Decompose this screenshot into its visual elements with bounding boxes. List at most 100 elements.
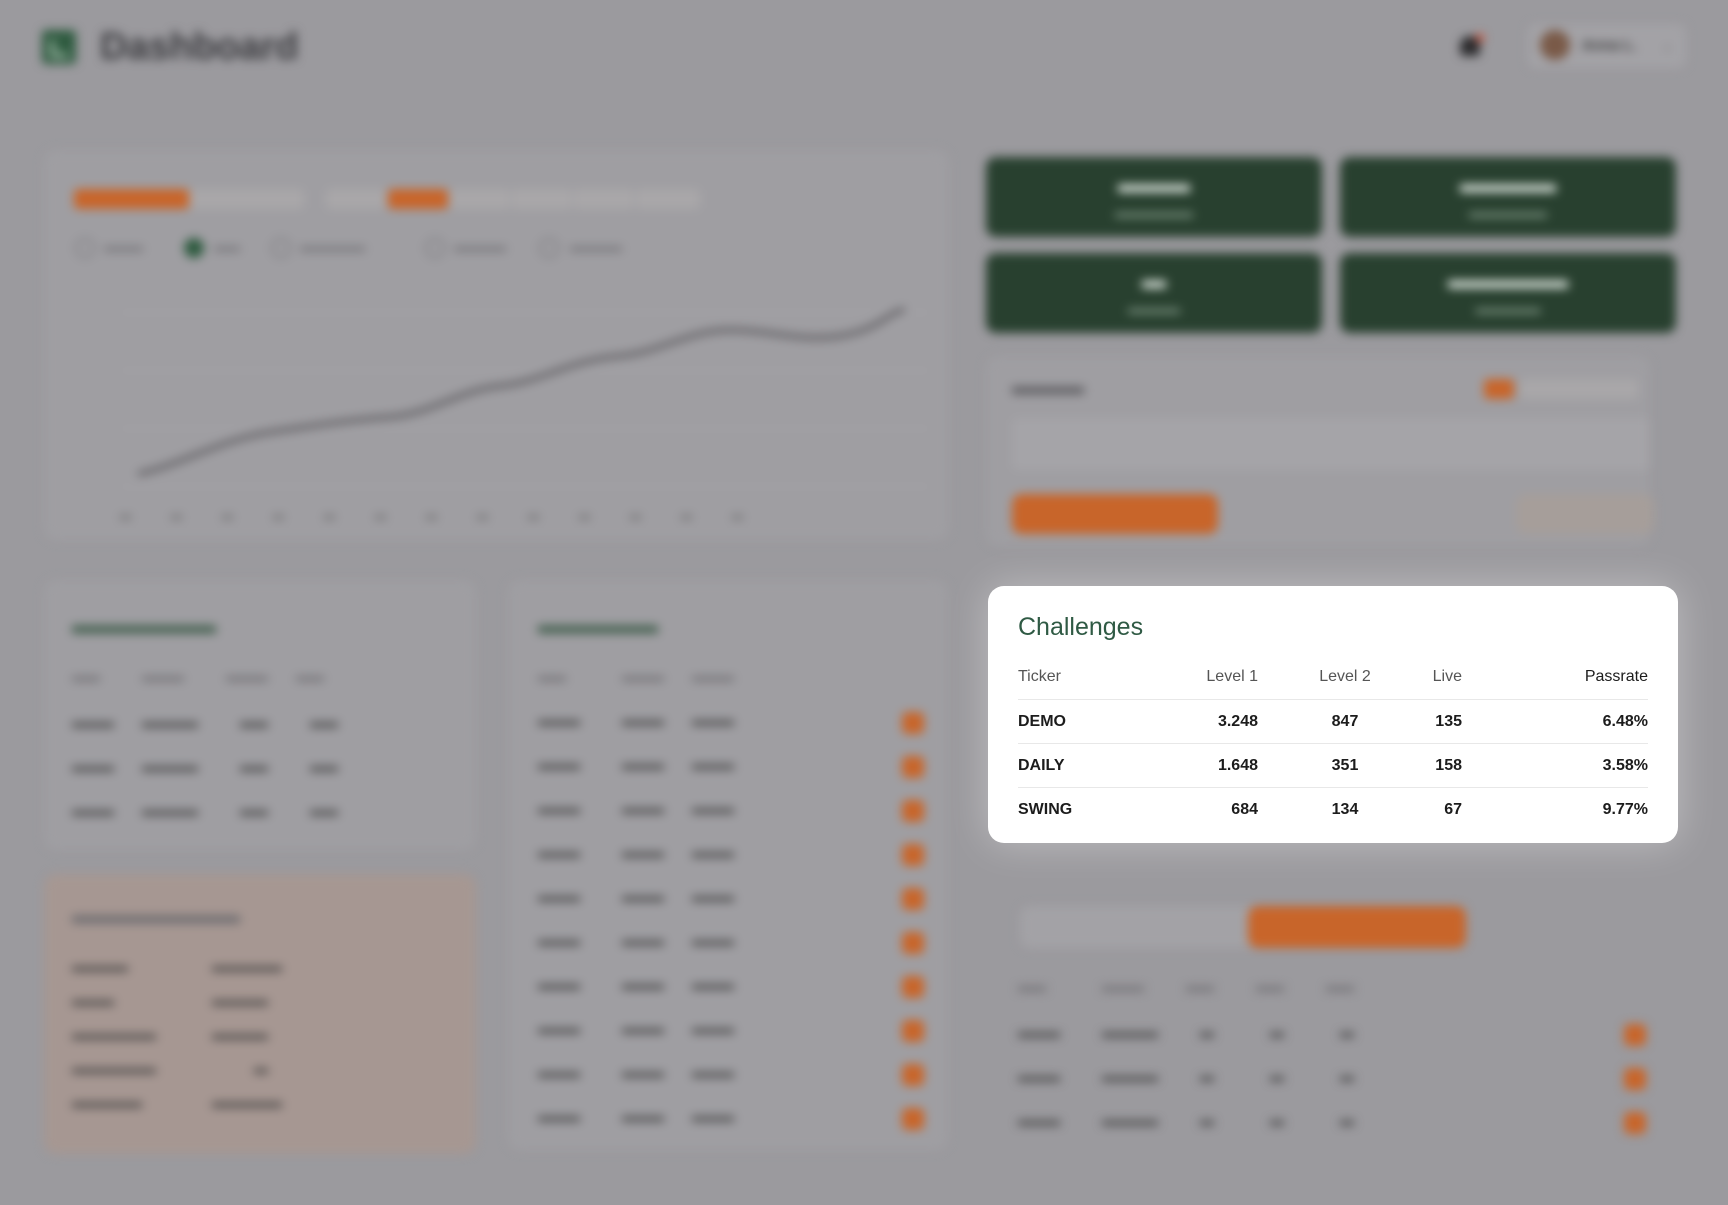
table-row: SWING 684 134 67 9.77%: [1018, 787, 1648, 832]
page-title: Dashboard: [100, 26, 299, 68]
series-label: ▬▬: [214, 239, 240, 254]
live-cell: 158: [1435, 757, 1462, 774]
range-tab[interactable]: [574, 189, 634, 209]
bell-icon[interactable]: [1460, 36, 1480, 56]
range-tab[interactable]: [636, 189, 700, 209]
series-checkbox[interactable]: [75, 238, 95, 258]
passrate-cell: 6.48%: [1602, 713, 1648, 730]
grid-line: [120, 486, 930, 487]
row-action-button[interactable]: [902, 756, 924, 778]
dashboard-logo-icon: [42, 30, 76, 64]
range-tab-active[interactable]: [388, 189, 448, 209]
kpi-tile: ▬ ▬▬▬▬: [986, 253, 1322, 333]
column-header-live: Live: [1432, 668, 1462, 685]
notes-page-active[interactable]: [1484, 379, 1514, 399]
liquidity-provider-title: ▬▬▬▬▬▬▬: [72, 902, 240, 929]
series-checkbox[interactable]: [271, 238, 291, 258]
range-tab[interactable]: [512, 189, 572, 209]
level2-cell: 847: [1331, 713, 1359, 730]
series-label: ▬▬▬: [104, 239, 143, 254]
level1-cell: 1.648: [1217, 757, 1258, 774]
column-header-level-2: Level 2: [1319, 668, 1371, 685]
column-header-ticker: Ticker: [1018, 668, 1061, 685]
x-axis-ticks: ▬▬▬▬▬▬▬▬▬▬▬▬▬: [120, 510, 783, 522]
row-action-button[interactable]: [1624, 1024, 1646, 1046]
level1-cell: 3.248: [1217, 713, 1258, 730]
lp-row: ▬▬▬ ▬▬▬▬: [72, 992, 268, 1008]
row-action-button[interactable]: [902, 1020, 924, 1042]
user-name: Anna L.: [1582, 37, 1637, 54]
kpi-tile: ▬▬▬▬▬▬▬▬▬▬: [1340, 253, 1676, 333]
table-row: ▬▬▬ ▬▬▬▬ ▬ ▬ ▬: [1018, 1068, 1354, 1084]
row-action-button[interactable]: [902, 932, 924, 954]
ticker-cell: DEMO: [1018, 713, 1066, 730]
series-checkbox-checked[interactable]: [184, 238, 204, 258]
lp-row: ▬▬▬▬▬▬ ▬: [72, 1060, 268, 1076]
challenges-card: Challenges Ticker Level 1 Level 2 Live P…: [988, 586, 1678, 843]
column-header-level-1: Level 1: [1206, 668, 1258, 685]
chart-panel: [44, 150, 949, 540]
lp-row: ▬▬▬▬▬▬ ▬▬▬▬: [72, 1026, 268, 1042]
series-label: ▬▬▬▬▬: [300, 239, 365, 254]
notes-textarea[interactable]: [1012, 418, 1650, 470]
row-action-button[interactable]: [902, 800, 924, 822]
table-row: ▬▬▬ ▬▬▬▬ ▬ ▬ ▬: [1018, 1112, 1354, 1128]
kpi-tile: ▬▬▬ ▬▬▬▬▬▬: [986, 157, 1322, 237]
chart-tab[interactable]: [189, 189, 304, 209]
series-checkbox[interactable]: [539, 238, 559, 258]
row-action-button[interactable]: [902, 1064, 924, 1086]
row-action-button[interactable]: [902, 844, 924, 866]
series-label: ▬▬▬▬: [454, 239, 506, 254]
lp-row: ▬▬▬▬ ▬▬▬▬▬: [72, 958, 282, 974]
table-header: ▬▬ ▬▬▬ ▬▬▬: [538, 668, 734, 684]
row-action-button[interactable]: [902, 1108, 924, 1130]
series-label: ▬▬▬▬: [570, 239, 622, 254]
avatar[interactable]: [1540, 30, 1570, 60]
row-action-button[interactable]: [1624, 1068, 1646, 1090]
notification-dot: [1476, 34, 1484, 42]
passrate-cell: 9.77%: [1602, 801, 1648, 818]
liquidity-provider-panel: [44, 874, 476, 1154]
range-tab[interactable]: [326, 189, 386, 209]
table-row: DAILY 1.648 351 158 3.58%: [1018, 743, 1648, 788]
lp-row: ▬▬▬▬▬ ▬▬▬▬▬: [72, 1094, 282, 1110]
recent-purchases-title: ▬▬▬▬▬▬: [72, 612, 216, 639]
row-action-button[interactable]: [902, 976, 924, 998]
row-action-button[interactable]: [902, 712, 924, 734]
live-cell: 135: [1435, 713, 1462, 730]
grid-line: [120, 312, 930, 313]
level2-cell: 351: [1331, 757, 1359, 774]
row-action-button[interactable]: [902, 888, 924, 910]
toggle-active-button[interactable]: [1248, 906, 1466, 948]
profit-line-chart: [137, 308, 906, 476]
kpi-tile: ▬▬▬▬▬▬▬▬▬▬: [1340, 157, 1676, 237]
notes-title: ▬▬▬: [1012, 373, 1084, 400]
range-tab[interactable]: [450, 189, 510, 209]
traders-rows: ▬▬▬ ▬▬▬ ▬▬▬ ▬▬▬ ▬▬▬ ▬▬▬ ▬▬▬ ▬▬▬ ▬▬▬ ▬▬▬ …: [538, 712, 734, 1124]
ticker-cell: SWING: [1018, 801, 1073, 818]
table-row: ▬▬▬ ▬▬▬▬ ▬▬ ▬▬: [72, 758, 338, 774]
level2-cell: 134: [1331, 801, 1359, 818]
table-row: DEMO 3.248 847 135 6.48%: [1018, 699, 1648, 744]
series-checkbox[interactable]: [425, 238, 445, 258]
grid-line: [120, 370, 930, 371]
table-row: ▬▬▬ ▬▬▬▬ ▬▬ ▬▬: [72, 714, 338, 730]
grid-line: [120, 428, 930, 429]
column-header-passrate: Passrate: [1584, 668, 1648, 685]
level1-cell: 684: [1231, 801, 1258, 818]
add-file-button[interactable]: [1516, 494, 1654, 534]
ticker-cell: DAILY: [1018, 757, 1065, 774]
table-header: ▬▬ ▬▬▬ ▬▬▬ ▬▬: [72, 668, 324, 684]
active-traders-title: ▬▬▬▬▬: [538, 612, 658, 639]
notes-page[interactable]: [1520, 379, 1638, 399]
row-action-button[interactable]: [1624, 1112, 1646, 1134]
challenges-title: Challenges: [1018, 613, 1144, 641]
table-row: ▬▬▬ ▬▬▬▬ ▬ ▬ ▬: [1018, 1024, 1354, 1040]
table-row: ▬▬▬ ▬▬▬▬ ▬▬ ▬▬: [72, 802, 338, 818]
active-traders-panel: [508, 580, 948, 1150]
save-button[interactable]: [1012, 494, 1218, 534]
chevron-down-icon[interactable]: ⌄: [1662, 38, 1673, 53]
chart-tab-active[interactable]: [74, 189, 189, 209]
table-header: ▬▬ ▬▬▬ ▬▬ ▬▬ ▬▬: [1018, 978, 1354, 994]
